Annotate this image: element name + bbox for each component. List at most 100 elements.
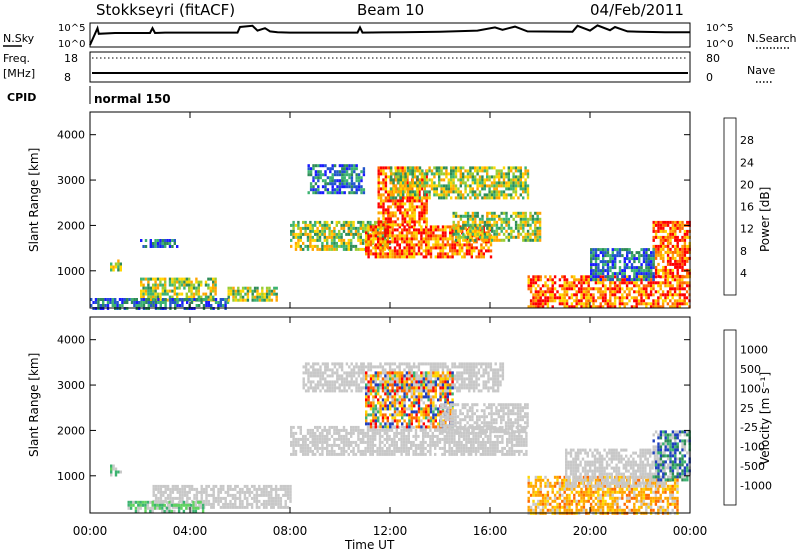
heat-cell-r9 bbox=[469, 169, 472, 173]
heat-cell-r0 bbox=[161, 277, 164, 281]
heat-cell-r3 bbox=[292, 452, 295, 456]
heat-cell-r4 bbox=[239, 295, 242, 299]
heat-cell-r3 bbox=[402, 440, 406, 444]
heat-cell-r1 bbox=[187, 503, 190, 507]
heat-cell-r0 bbox=[185, 280, 188, 284]
heat-cell-r3 bbox=[438, 446, 442, 450]
heat-cell-r9 bbox=[404, 172, 407, 176]
heat-cell-r10 bbox=[517, 235, 520, 239]
heat-cell-r6 bbox=[362, 247, 365, 251]
heat-cell-r6 bbox=[335, 235, 338, 239]
heat-cell-r1 bbox=[151, 506, 154, 510]
heat-cell-r4 bbox=[312, 371, 315, 375]
heat-cell-r0 bbox=[174, 487, 177, 491]
heat-cell-r7 bbox=[367, 243, 370, 247]
heat-cell-r3 bbox=[333, 431, 336, 435]
heat-cell-r3 bbox=[321, 452, 324, 456]
heat-cell-r11 bbox=[553, 293, 557, 297]
heat-cell-r4 bbox=[331, 386, 334, 390]
heat-cell-r6 bbox=[359, 220, 362, 224]
heat-cell-r12 bbox=[676, 262, 679, 266]
heat-cell-r3 bbox=[156, 245, 160, 248]
heat-cell-r3 bbox=[369, 437, 372, 441]
heat-cell-r13 bbox=[642, 260, 646, 264]
heat-cell-r0 bbox=[226, 490, 230, 494]
power-colorbar-label: Power [dB] bbox=[758, 187, 772, 252]
heat-cell-r4 bbox=[340, 374, 344, 378]
heat-cell-r3 bbox=[316, 437, 319, 441]
heat-cell-r3 bbox=[419, 443, 422, 447]
heat-cell-r9 bbox=[457, 193, 460, 197]
heat-cell-r7 bbox=[408, 252, 411, 256]
heat-cell-r4 bbox=[420, 386, 423, 390]
heat-cell-r4 bbox=[405, 365, 409, 369]
heat-cell-r4 bbox=[319, 374, 322, 378]
heat-cell-r3 bbox=[342, 434, 346, 438]
heat-cell-r7 bbox=[413, 234, 416, 238]
heat-cell-r12 bbox=[662, 268, 665, 272]
heat-cell-r9 bbox=[478, 169, 482, 173]
heat-cell-r12 bbox=[669, 271, 672, 275]
heat-cell-r0 bbox=[272, 487, 275, 491]
heat-cell-r5 bbox=[350, 170, 354, 174]
heat-cell-r9 bbox=[471, 193, 474, 197]
heat-cell-r0 bbox=[198, 490, 201, 494]
heat-cell-r11 bbox=[537, 296, 540, 300]
heat-cell-r3 bbox=[518, 431, 521, 435]
heat-cell-r11 bbox=[683, 296, 686, 300]
heat-cell-r3 bbox=[465, 434, 468, 438]
heat-cell-r3 bbox=[376, 428, 379, 432]
heat-cell-r3 bbox=[453, 431, 456, 435]
heat-cell-r6 bbox=[335, 241, 338, 245]
heat-cell-r4 bbox=[328, 380, 332, 384]
heat-cell-r1 bbox=[159, 304, 162, 307]
heat-cell-r6 bbox=[347, 241, 350, 245]
heat-cell-r7 bbox=[441, 231, 445, 235]
heat-cell-r7 bbox=[461, 249, 464, 253]
heat-cell-r3 bbox=[458, 446, 461, 450]
heat-cell-r11 bbox=[657, 305, 660, 309]
heat-cell-r8 bbox=[425, 217, 428, 221]
heat-cell-r8 bbox=[403, 190, 407, 194]
heat-cell-r7 bbox=[461, 228, 464, 232]
heat-cell-r0 bbox=[156, 277, 160, 281]
heat-cell-r11 bbox=[537, 305, 540, 309]
heat-cell-r6 bbox=[299, 232, 302, 236]
heat-cell-r12 bbox=[674, 223, 677, 227]
heat-cell-r11 bbox=[575, 278, 578, 282]
heat-cell-r3 bbox=[164, 239, 167, 242]
heat-cell-r6 bbox=[311, 244, 314, 248]
heat-cell-r13 bbox=[594, 257, 598, 261]
heat-cell-r6 bbox=[314, 232, 317, 236]
heat-cell-r12 bbox=[686, 274, 689, 278]
heat-cell-r6 bbox=[362, 241, 365, 245]
heat-cell-r4 bbox=[362, 380, 365, 384]
heat-cell-r13 bbox=[626, 254, 629, 258]
heat-cell-r7 bbox=[456, 249, 459, 253]
heat-cell-r0 bbox=[156, 292, 160, 296]
heat-cell-r4 bbox=[388, 362, 392, 366]
heat-cell-r4 bbox=[321, 362, 325, 366]
heat-cell-r0 bbox=[156, 283, 160, 287]
heat-cell-r12 bbox=[683, 250, 687, 254]
heat-cell-r6 bbox=[299, 229, 302, 233]
heat-cell-r4 bbox=[265, 298, 269, 302]
heat-cell-r11 bbox=[529, 290, 533, 294]
heat-cell-r12 bbox=[669, 268, 672, 272]
heat-cell-r10 bbox=[538, 211, 542, 215]
heat-cell-r9 bbox=[450, 175, 453, 179]
heat-cell-r11 bbox=[654, 302, 658, 306]
heat-cell-r1 bbox=[114, 298, 117, 301]
heat-cell-r6 bbox=[335, 223, 338, 227]
heat-cell-r13 bbox=[642, 257, 646, 261]
heat-cell-r13 bbox=[611, 260, 614, 264]
heat-cell-r5 bbox=[317, 179, 320, 183]
heat-cell-r4 bbox=[422, 374, 425, 378]
heat-cell-r9 bbox=[418, 181, 422, 185]
heat-cell-r1 bbox=[102, 301, 105, 304]
heat-cell-r8 bbox=[391, 214, 395, 218]
heat-cell-r11 bbox=[587, 299, 590, 303]
heat-cell-r9 bbox=[397, 178, 400, 182]
heat-cell-r3 bbox=[477, 434, 480, 438]
heat-cell-r7 bbox=[434, 246, 437, 250]
